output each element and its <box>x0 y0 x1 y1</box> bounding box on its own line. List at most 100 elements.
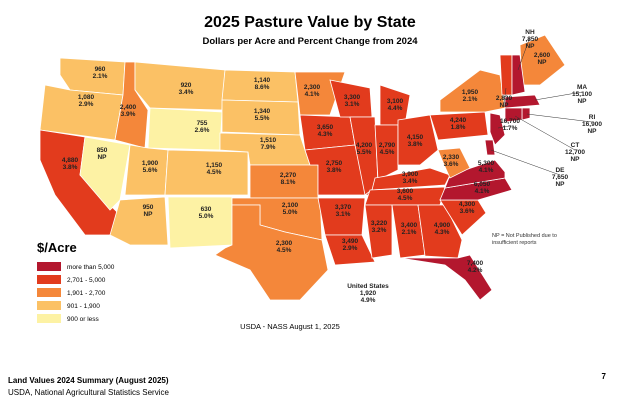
label-value: 16,700 <box>500 118 520 125</box>
state <box>324 234 376 266</box>
label-value: 3,900 <box>402 171 419 178</box>
state-label: 850 NP <box>97 147 108 161</box>
label-change: 3.8% <box>408 141 423 148</box>
state-label: 2,330 3.6% <box>443 154 460 168</box>
state-label: NH 7,850 NP <box>522 29 539 50</box>
label-value: 3,600 <box>397 188 414 195</box>
label-change: 2.6% <box>195 127 210 134</box>
label-change: 7.9% <box>261 144 276 151</box>
label-change: 5.5% <box>255 115 270 122</box>
state-label: 920 3.4% <box>179 82 194 96</box>
source: USDA - NASS August 1, 2025 <box>240 322 340 331</box>
label-change: 3.8% <box>63 164 78 171</box>
state-label: 3,600 4.5% <box>397 188 414 202</box>
label-change: 5.0% <box>283 209 298 216</box>
leader-line <box>514 115 576 151</box>
legend-label: 901 - 1,900 <box>67 303 100 310</box>
legend-label: 1,901 - 2,700 <box>67 290 106 297</box>
label-value: 1,950 <box>462 89 479 96</box>
state-label: 4,900 4.3% <box>434 222 451 236</box>
state-label: 3,900 3.4% <box>402 171 419 185</box>
label-change: 3.8% <box>327 167 342 174</box>
state-label: 3,370 3.1% <box>335 204 352 218</box>
label-value: 2,100 <box>282 202 299 209</box>
state-label: 2,830 NP <box>496 95 513 109</box>
states <box>39 34 566 301</box>
label-change: 4.2% <box>468 267 483 274</box>
label-change: 3.2% <box>372 227 387 234</box>
label-value: 630 <box>201 206 212 213</box>
label-value: 1,900 <box>142 160 159 167</box>
label-change: 4.3% <box>318 131 333 138</box>
label-value: 3,220 <box>371 220 388 227</box>
label-change: 4.3% <box>435 229 450 236</box>
label-value: 3,400 <box>401 222 418 229</box>
label-change: 3.1% <box>345 101 360 108</box>
state-label: 630 5.0% <box>199 206 214 220</box>
label-value: 1,150 <box>206 162 223 169</box>
state-label: 1,080 2.9% <box>78 94 95 108</box>
label-value: 3,300 <box>344 94 361 101</box>
legend-title: $/Acre <box>37 240 77 255</box>
state <box>371 167 451 191</box>
state-label: RI 16,900 NP <box>582 114 602 135</box>
label-change: NP <box>570 156 580 163</box>
label-change: 2.1% <box>93 73 108 80</box>
state-label: 2,300 4.5% <box>276 240 293 254</box>
state-label: 2,300 4.1% <box>304 84 321 98</box>
label-change: 4.5% <box>380 149 395 156</box>
label-value: 6,050 <box>474 181 491 188</box>
state <box>147 107 223 151</box>
leader-line <box>503 87 507 104</box>
state-label: 5,300 4.1% <box>478 160 495 174</box>
state-label: 16,700 1.7% <box>500 118 520 132</box>
leader-line <box>534 91 583 101</box>
label-change: NP <box>499 102 509 109</box>
legend-swatch <box>37 288 61 297</box>
label-change: 4.1% <box>305 91 320 98</box>
legend-swatch <box>37 314 61 323</box>
label-abbr: NH <box>525 29 535 36</box>
state-label: 1,340 5.5% <box>254 108 271 122</box>
label-value: 920 <box>181 82 192 89</box>
state <box>374 124 399 181</box>
label-value: 7,400 <box>467 260 484 267</box>
label-value: 1,510 <box>260 137 277 144</box>
label-abbr: DE <box>555 167 565 174</box>
label-change: 2.1% <box>402 229 417 236</box>
label-change: 5.0% <box>199 213 214 220</box>
state-label: 6,050 4.1% <box>474 181 491 195</box>
label-value: 1,340 <box>254 108 271 115</box>
label-value: 4,300 <box>459 201 476 208</box>
label-change: NP <box>555 181 565 188</box>
state-label: 960 2.1% <box>93 66 108 80</box>
state <box>399 254 493 301</box>
state-label: 3,400 2.1% <box>401 222 418 236</box>
leader-line <box>490 149 561 176</box>
label-value: 4,150 <box>407 134 424 141</box>
label-change: 2.9% <box>79 101 94 108</box>
state <box>397 114 439 166</box>
state-label: 4,240 1.8% <box>450 117 467 131</box>
state-label: 3,300 3.1% <box>344 94 361 108</box>
title: 2025 Pasture Value by State <box>204 14 416 31</box>
label-change: 1.8% <box>451 124 466 131</box>
label-change: 5.6% <box>143 167 158 174</box>
legend-label: 2,701 - 5,000 <box>67 277 106 284</box>
state-label: 1,510 7.9% <box>260 137 277 151</box>
state-label: 4,880 3.8% <box>62 157 79 171</box>
state-label: 1,150 4.5% <box>206 162 223 176</box>
label-change: NP <box>143 211 153 218</box>
state <box>164 149 249 196</box>
legend-swatch <box>37 262 61 271</box>
label-value: 5,300 <box>478 160 495 167</box>
state <box>504 94 541 109</box>
subtitle: Dollars per Acre and Percent Change from… <box>202 36 418 47</box>
label-change: NP <box>577 98 587 105</box>
label-value: 7,650 <box>552 174 569 181</box>
state-label: 3,100 4.4% <box>387 98 404 112</box>
state <box>79 136 131 211</box>
label-change: NP <box>97 154 107 161</box>
label-change: 8.1% <box>281 179 296 186</box>
